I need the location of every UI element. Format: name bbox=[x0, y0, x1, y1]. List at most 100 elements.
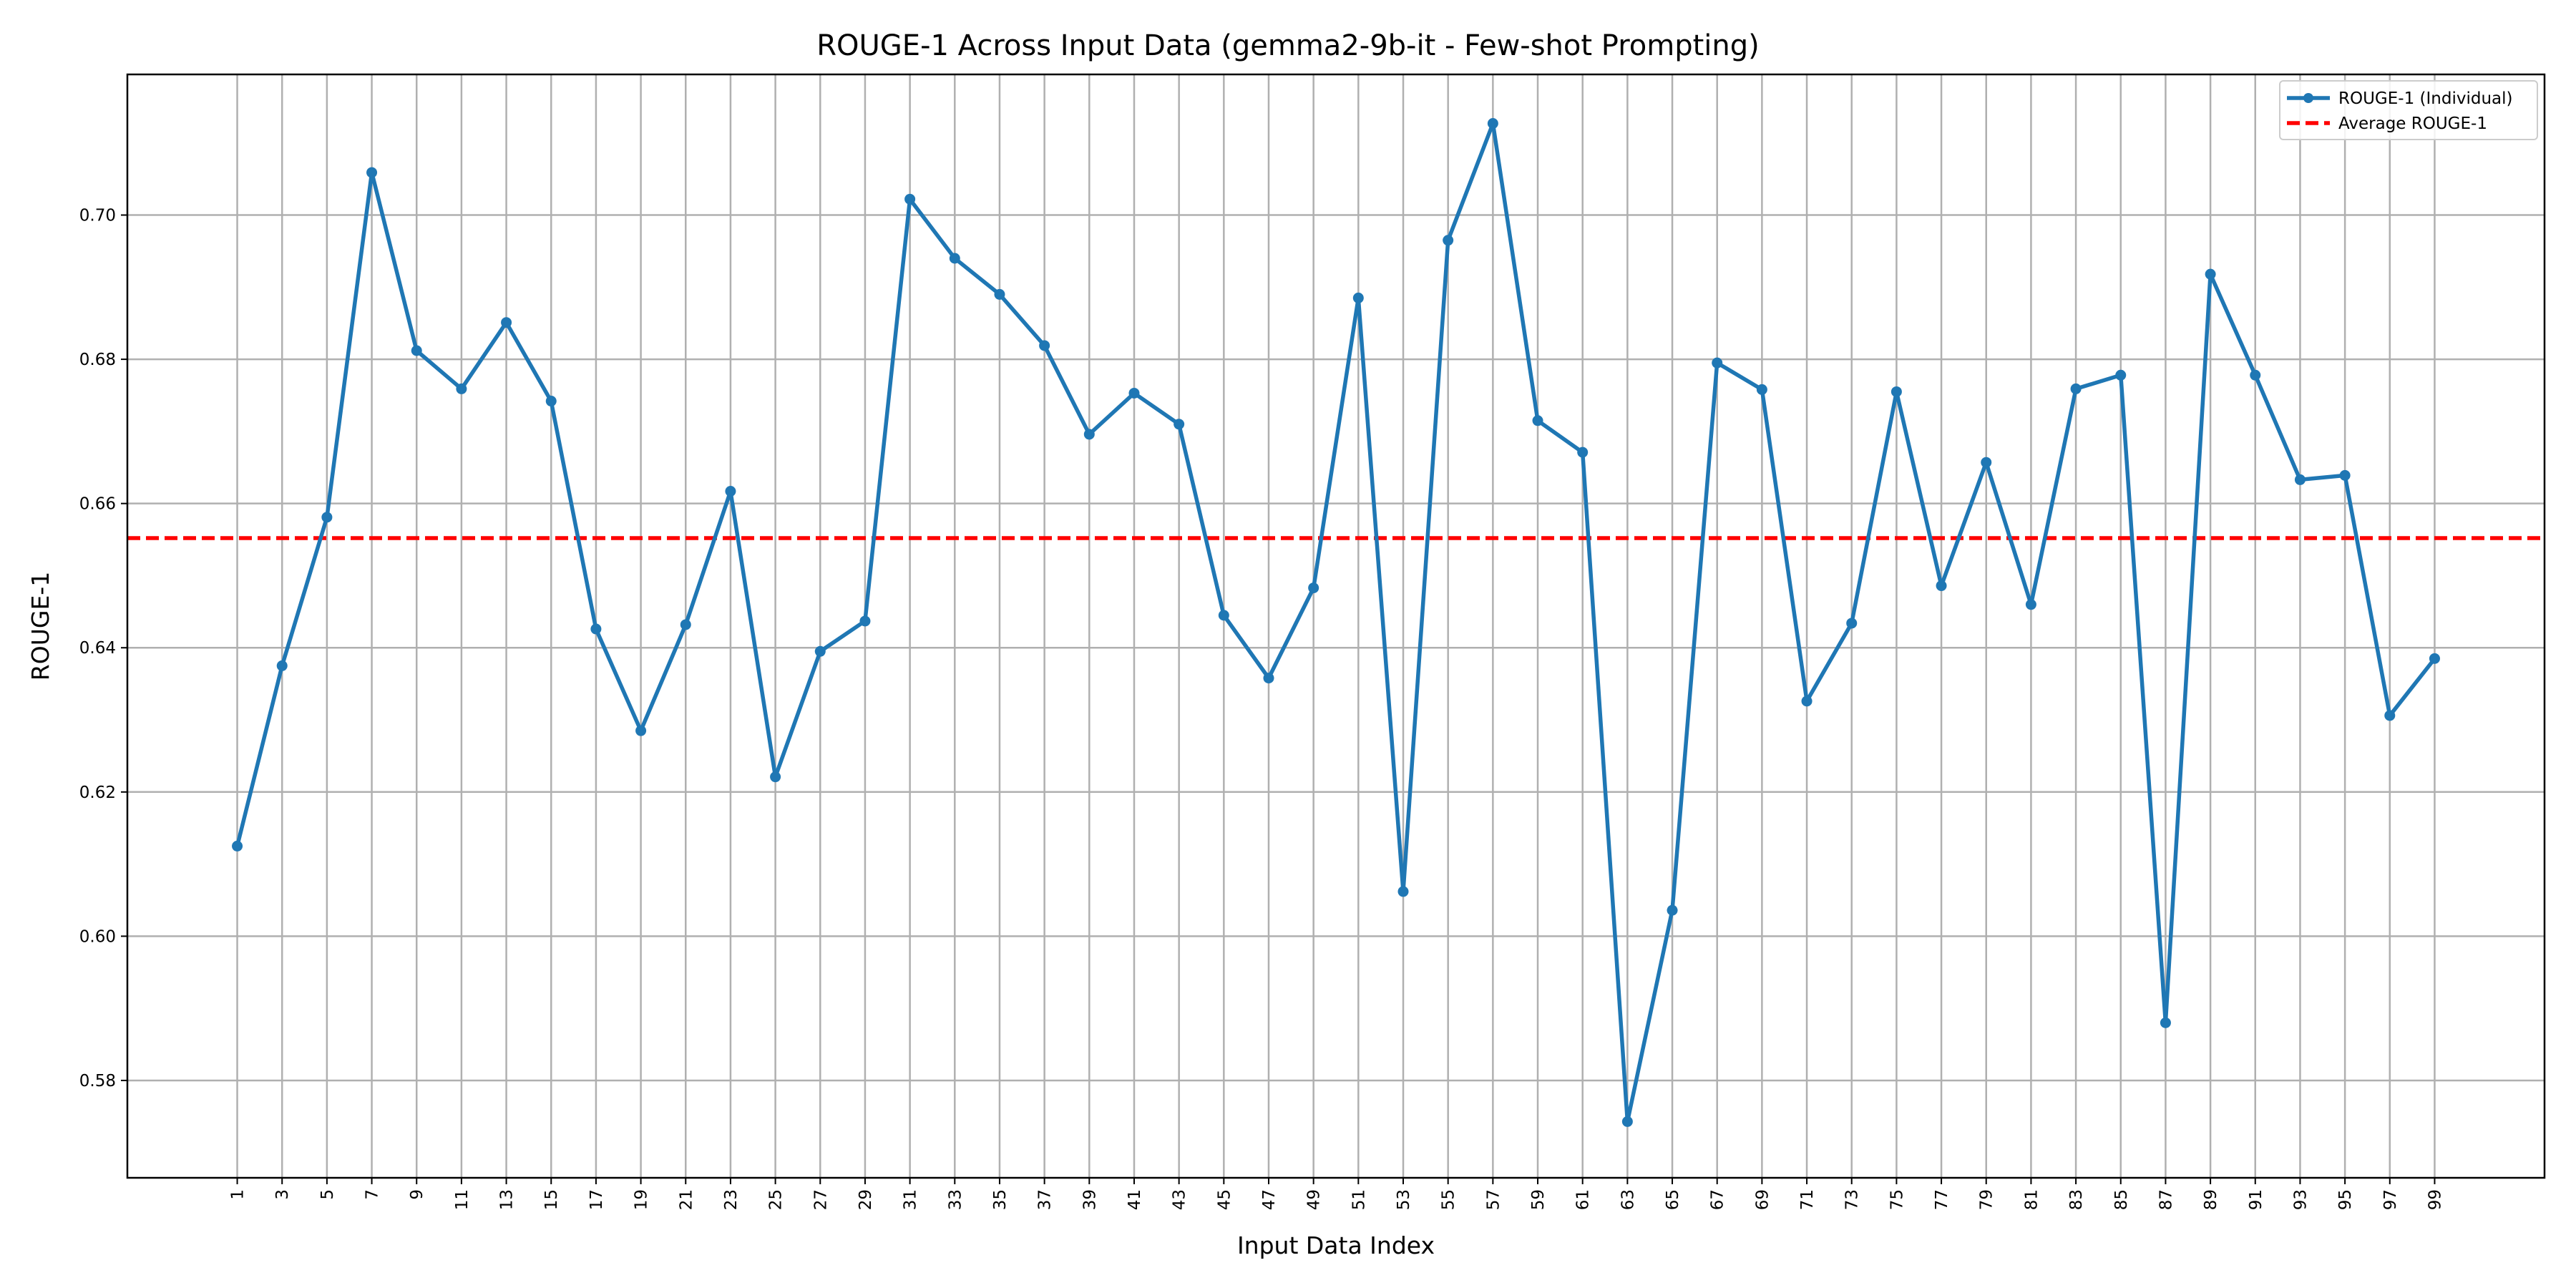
data-point bbox=[1981, 457, 1992, 468]
data-point bbox=[1846, 618, 1858, 629]
x-tick-label: 97 bbox=[2381, 1189, 2400, 1210]
data-point bbox=[2339, 469, 2351, 481]
y-tick-label: 0.66 bbox=[79, 495, 116, 514]
x-tick-label: 37 bbox=[1036, 1189, 1055, 1210]
y-axis-label: ROUGE-1 bbox=[26, 572, 54, 680]
data-point bbox=[2294, 474, 2306, 485]
x-tick-label: 47 bbox=[1260, 1189, 1279, 1210]
x-tick-label: 3 bbox=[273, 1189, 292, 1200]
data-point bbox=[1890, 386, 1902, 397]
data-point bbox=[501, 317, 512, 328]
x-axis-ticks: 1 3 5 7 9 11 13 15 17 19 21 23 25 27 29 31 33 35 37 39 41 43 4… bbox=[229, 1178, 2444, 1210]
series-layer bbox=[232, 118, 2440, 1127]
x-tick-label: 89 bbox=[2202, 1189, 2220, 1210]
data-point bbox=[1083, 429, 1095, 440]
data-point bbox=[2250, 369, 2261, 381]
x-tick-label: 69 bbox=[1753, 1189, 1772, 1210]
data-point bbox=[2205, 268, 2216, 280]
data-point bbox=[1397, 886, 1409, 897]
x-tick-label: 19 bbox=[633, 1189, 651, 1210]
data-point bbox=[680, 619, 691, 630]
data-point bbox=[859, 615, 871, 627]
data-point bbox=[1218, 610, 1229, 621]
x-tick-label: 1 bbox=[229, 1189, 248, 1200]
y-axis-ticks: 0.58 0.60 0.62 0.64 0.66 0.68 0.70 bbox=[79, 207, 127, 1091]
x-tick-label: 55 bbox=[1440, 1189, 1458, 1210]
x-tick-label: 99 bbox=[2426, 1189, 2444, 1210]
y-tick-label: 0.62 bbox=[79, 784, 116, 802]
x-tick-label: 13 bbox=[498, 1189, 517, 1210]
x-tick-label: 33 bbox=[946, 1189, 965, 1210]
x-axis-label: Input Data Index bbox=[1237, 1231, 1435, 1259]
data-point bbox=[1801, 696, 1813, 707]
data-point bbox=[411, 345, 422, 356]
chart-title: ROUGE-1 Across Input Data (gemma2-9b-it … bbox=[816, 29, 1759, 62]
x-tick-label: 39 bbox=[1080, 1189, 1099, 1210]
x-tick-label: 85 bbox=[2112, 1189, 2131, 1210]
data-point bbox=[321, 512, 333, 523]
data-point bbox=[1487, 118, 1498, 130]
plot-frame bbox=[126, 73, 2546, 1179]
x-tick-label: 93 bbox=[2291, 1189, 2310, 1210]
x-tick-label: 7 bbox=[364, 1189, 382, 1200]
y-tick-label: 0.70 bbox=[79, 207, 116, 225]
data-point bbox=[1174, 419, 1185, 430]
data-point bbox=[456, 383, 467, 394]
x-tick-label: 63 bbox=[1619, 1189, 1637, 1210]
legend-marker-individual bbox=[2303, 93, 2313, 103]
x-tick-label: 67 bbox=[1709, 1189, 1727, 1210]
x-tick-label: 59 bbox=[1529, 1189, 1548, 1210]
x-tick-label: 35 bbox=[991, 1189, 1010, 1210]
x-tick-label: 87 bbox=[2157, 1189, 2175, 1210]
data-point bbox=[904, 193, 916, 205]
data-point bbox=[2160, 1017, 2171, 1028]
y-tick-label: 0.68 bbox=[79, 351, 116, 369]
legend-label-individual: ROUGE-1 (Individual) bbox=[2338, 89, 2512, 108]
data-point bbox=[1621, 1116, 1633, 1127]
x-tick-label: 75 bbox=[1888, 1189, 1906, 1210]
x-tick-label: 61 bbox=[1574, 1189, 1593, 1210]
x-tick-label: 21 bbox=[677, 1189, 696, 1210]
x-tick-label: 51 bbox=[1350, 1189, 1368, 1210]
x-tick-label: 73 bbox=[1843, 1189, 1862, 1210]
x-tick-label: 31 bbox=[902, 1189, 920, 1210]
x-tick-label: 43 bbox=[1171, 1189, 1189, 1210]
data-point bbox=[2384, 710, 2396, 721]
x-tick-label: 27 bbox=[811, 1189, 830, 1210]
legend: ROUGE-1 (Individual) Average ROUGE-1 bbox=[2279, 80, 2538, 140]
data-point bbox=[1039, 340, 1050, 351]
x-tick-label: 71 bbox=[1798, 1189, 1817, 1210]
legend-label-average: Average ROUGE-1 bbox=[2338, 114, 2487, 133]
data-point bbox=[1712, 357, 1723, 369]
data-point bbox=[2070, 383, 2082, 394]
y-tick-label: 0.58 bbox=[79, 1072, 116, 1091]
data-point bbox=[2429, 653, 2440, 664]
x-tick-label: 77 bbox=[1933, 1189, 1951, 1210]
rouge-series-line bbox=[235, 121, 2436, 1124]
x-tick-label: 81 bbox=[2022, 1189, 2041, 1210]
x-tick-label: 83 bbox=[2067, 1189, 2086, 1210]
data-point bbox=[949, 253, 960, 264]
data-point bbox=[366, 167, 378, 178]
data-point bbox=[2025, 599, 2036, 610]
data-point bbox=[725, 486, 736, 497]
x-tick-label: 79 bbox=[1978, 1189, 1996, 1210]
data-point bbox=[276, 660, 288, 671]
data-point bbox=[1128, 387, 1140, 399]
data-point bbox=[1352, 292, 1364, 303]
data-point bbox=[1263, 673, 1274, 684]
x-tick-label: 57 bbox=[1484, 1189, 1503, 1210]
x-tick-label: 41 bbox=[1126, 1189, 1144, 1210]
x-tick-label: 9 bbox=[408, 1189, 426, 1200]
y-tick-label: 0.60 bbox=[79, 927, 116, 946]
data-point bbox=[590, 623, 602, 635]
data-point bbox=[1756, 384, 1767, 395]
data-point bbox=[2115, 369, 2127, 381]
x-tick-label: 65 bbox=[1664, 1189, 1682, 1210]
data-point bbox=[1667, 904, 1678, 916]
data-point bbox=[1936, 580, 1947, 592]
x-tick-label: 17 bbox=[587, 1189, 606, 1210]
x-tick-label: 95 bbox=[2336, 1189, 2355, 1210]
data-point bbox=[1308, 582, 1319, 594]
